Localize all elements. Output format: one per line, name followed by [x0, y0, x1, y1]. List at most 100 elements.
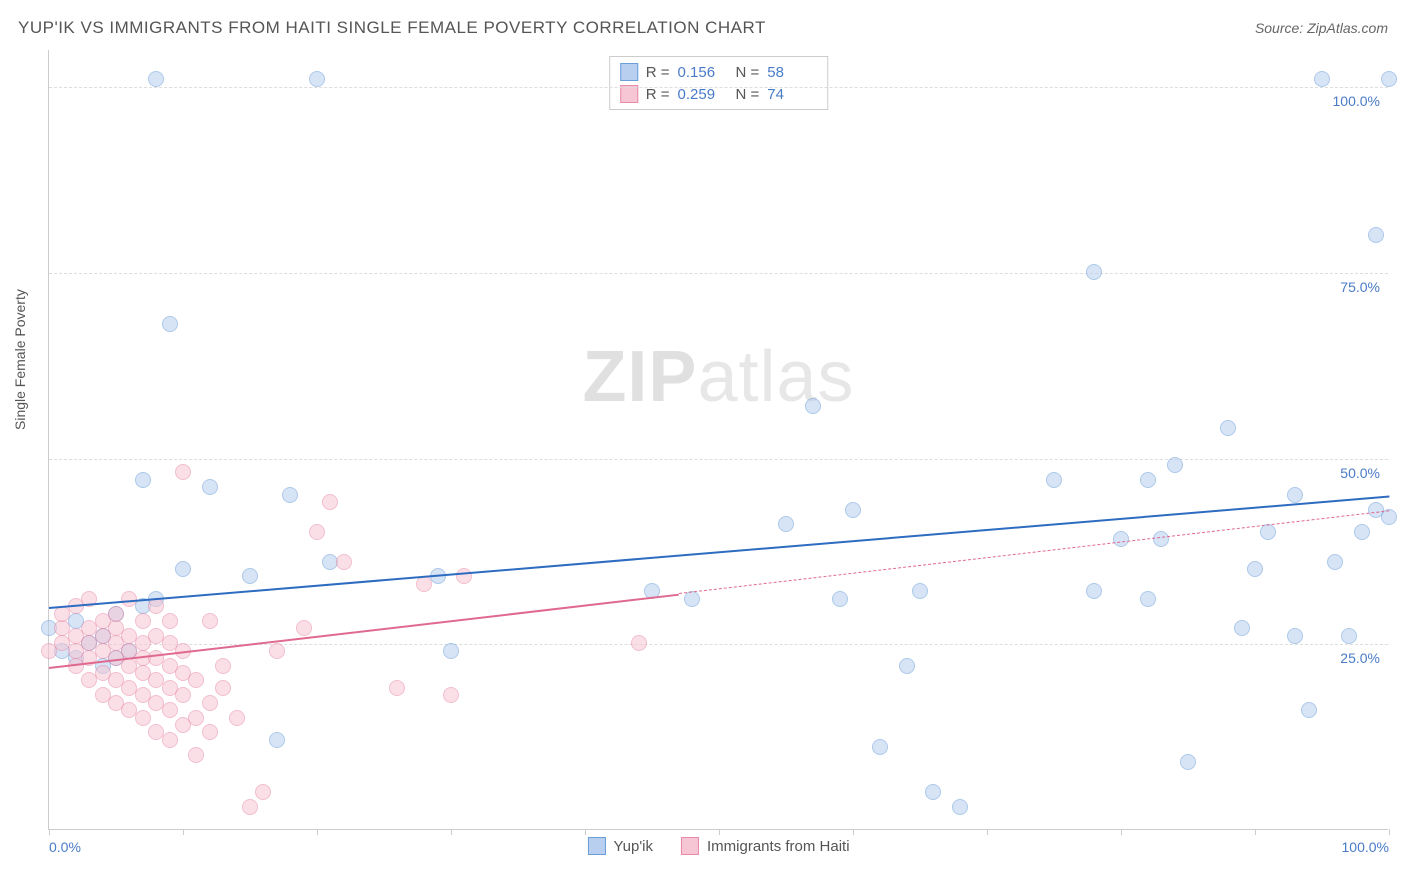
data-point — [135, 710, 151, 726]
data-point — [336, 554, 352, 570]
x-tick — [585, 829, 586, 835]
data-point — [443, 687, 459, 703]
data-point — [188, 672, 204, 688]
data-point — [215, 680, 231, 696]
data-point — [202, 613, 218, 629]
x-tick — [1389, 829, 1390, 835]
data-point — [1301, 702, 1317, 718]
data-point — [202, 724, 218, 740]
data-point — [269, 732, 285, 748]
x-tick — [719, 829, 720, 835]
data-point — [1153, 531, 1169, 547]
data-point — [162, 702, 178, 718]
data-point — [832, 591, 848, 607]
data-point — [242, 568, 258, 584]
legend-swatch — [587, 837, 605, 855]
x-tick — [183, 829, 184, 835]
data-point — [899, 658, 915, 674]
y-tick-label: 25.0% — [1340, 650, 1380, 666]
data-point — [845, 502, 861, 518]
x-tick-label: 100.0% — [1342, 839, 1389, 855]
y-tick-label: 75.0% — [1340, 279, 1380, 295]
stats-legend-box: R =0.156N =58R =0.259N =74 — [609, 56, 829, 110]
data-point — [1140, 472, 1156, 488]
r-label: R = — [646, 64, 670, 81]
n-label: N = — [736, 64, 760, 81]
x-tick — [49, 829, 50, 835]
data-point — [135, 472, 151, 488]
data-point — [162, 732, 178, 748]
data-point — [925, 784, 941, 800]
n-value: 58 — [767, 64, 817, 81]
legend-label: Yup'ik — [613, 838, 653, 855]
data-point — [162, 316, 178, 332]
chart-title: YUP'IK VS IMMIGRANTS FROM HAITI SINGLE F… — [18, 18, 766, 38]
data-point — [1140, 591, 1156, 607]
data-point — [1327, 554, 1343, 570]
data-point — [1220, 420, 1236, 436]
data-point — [1287, 487, 1303, 503]
y-axis-label: Single Female Poverty — [12, 289, 28, 430]
data-point — [778, 516, 794, 532]
data-point — [322, 494, 338, 510]
data-point — [912, 583, 928, 599]
x-tick-label: 0.0% — [49, 839, 81, 855]
data-point — [1046, 472, 1062, 488]
data-point — [202, 479, 218, 495]
legend-item: Yup'ik — [587, 837, 653, 855]
data-point — [872, 739, 888, 755]
data-point — [1234, 620, 1250, 636]
x-tick — [1255, 829, 1256, 835]
data-point — [269, 643, 285, 659]
scatter-plot-area: ZIPatlas R =0.156N =58R =0.259N =74 Yup'… — [48, 50, 1388, 830]
data-point — [1180, 754, 1196, 770]
data-point — [188, 747, 204, 763]
data-point — [1368, 227, 1384, 243]
data-point — [1086, 264, 1102, 280]
data-point — [1113, 531, 1129, 547]
data-point — [1354, 524, 1370, 540]
data-point — [121, 591, 137, 607]
data-point — [1381, 71, 1397, 87]
data-point — [1086, 583, 1102, 599]
source-attribution: Source: ZipAtlas.com — [1255, 20, 1388, 36]
data-point — [443, 643, 459, 659]
data-point — [162, 613, 178, 629]
data-point — [215, 658, 231, 674]
legend-item: Immigrants from Haiti — [681, 837, 850, 855]
stats-legend-row: R = 0.156 N = 58 — [620, 61, 818, 83]
gridline — [49, 459, 1388, 460]
data-point — [188, 710, 204, 726]
data-point — [135, 613, 151, 629]
data-point — [282, 487, 298, 503]
data-point — [456, 568, 472, 584]
gridline — [49, 87, 1388, 88]
data-point — [202, 695, 218, 711]
data-point — [952, 799, 968, 815]
x-tick — [1121, 829, 1122, 835]
data-point — [242, 799, 258, 815]
data-point — [1247, 561, 1263, 577]
data-point — [309, 71, 325, 87]
data-point — [631, 635, 647, 651]
data-point — [108, 606, 124, 622]
gridline — [49, 273, 1388, 274]
x-tick — [987, 829, 988, 835]
data-point — [1260, 524, 1276, 540]
data-point — [309, 524, 325, 540]
data-point — [296, 620, 312, 636]
data-point — [389, 680, 405, 696]
data-point — [805, 398, 821, 414]
series-legend: Yup'ik Immigrants from Haiti — [587, 837, 849, 855]
legend-label: Immigrants from Haiti — [707, 838, 850, 855]
x-tick — [853, 829, 854, 835]
data-point — [175, 561, 191, 577]
data-point — [175, 464, 191, 480]
data-point — [1287, 628, 1303, 644]
r-value: 0.156 — [678, 64, 728, 81]
legend-swatch — [620, 63, 638, 81]
legend-swatch — [681, 837, 699, 855]
x-tick — [317, 829, 318, 835]
y-tick-label: 50.0% — [1340, 465, 1380, 481]
data-point — [1314, 71, 1330, 87]
